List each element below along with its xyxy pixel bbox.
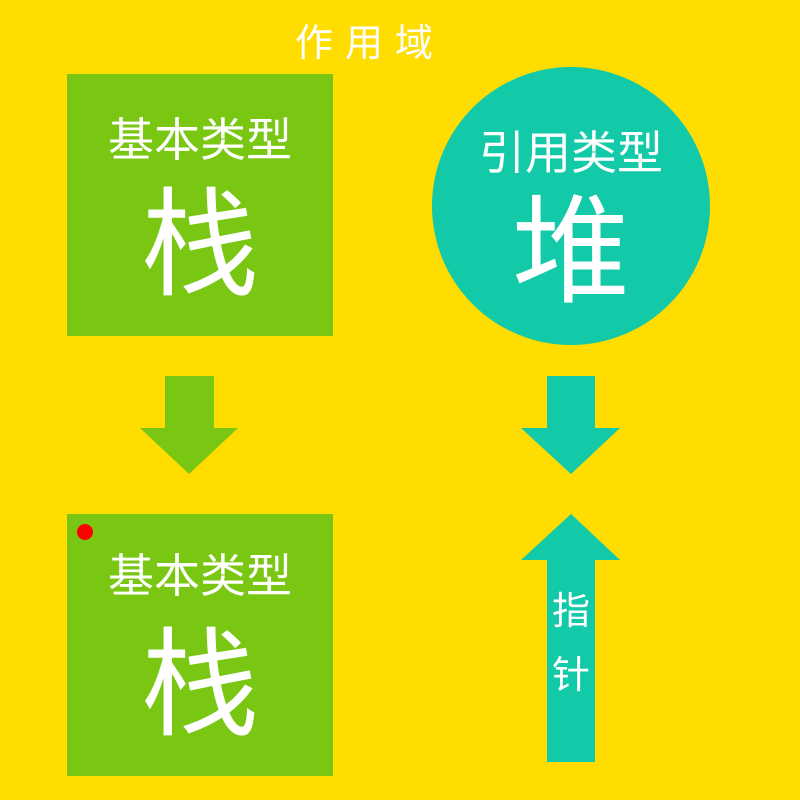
diagram-title: 作用域	[294, 21, 445, 65]
up-pointer-arrow	[521, 514, 620, 762]
red-marker-dot	[77, 524, 93, 540]
primitive-stack-box-top: 基本类型 栈	[67, 74, 333, 336]
primitive-stack-box-bottom: 基本类型 栈	[67, 514, 333, 776]
reference-heap-circle: 引用类型 堆	[432, 67, 710, 345]
primitive-type-label: 基本类型	[108, 113, 292, 167]
primitive-type-label-bottom: 基本类型	[108, 549, 292, 603]
down-arrow-right	[521, 376, 620, 474]
down-arrow-left	[140, 376, 238, 474]
stack-char: 栈	[140, 176, 259, 314]
pointer-char-2: 针	[551, 653, 590, 697]
stack-char-bottom: 栈	[140, 616, 259, 754]
reference-type-label: 引用类型	[479, 126, 663, 180]
pointer-char-1: 指	[551, 589, 590, 633]
heap-char: 堆	[511, 183, 630, 321]
